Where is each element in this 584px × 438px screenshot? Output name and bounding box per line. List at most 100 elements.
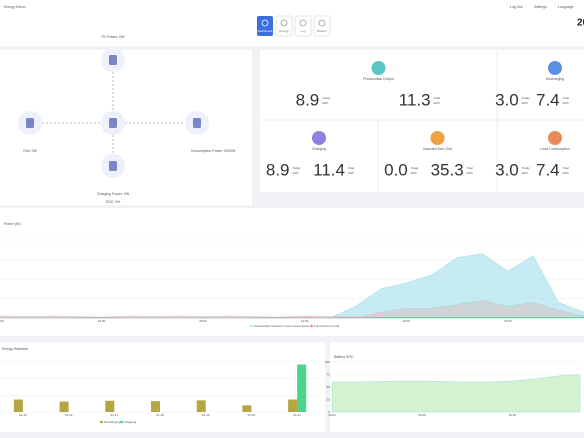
stat-value: 3.0 bbox=[495, 160, 519, 179]
x-tick-label: 00:00 bbox=[0, 319, 4, 323]
header-link[interactable]: Language bbox=[558, 5, 574, 9]
stat-title: Charging bbox=[312, 147, 326, 151]
series-line bbox=[0, 316, 584, 318]
x-tick-label: 08:00 bbox=[199, 319, 207, 323]
header-link[interactable]: Log Out bbox=[510, 5, 522, 9]
stat-caption: Total bbox=[563, 166, 570, 170]
stat-value: 11.3 bbox=[399, 90, 431, 109]
x-tick-label: 16:00 bbox=[403, 319, 411, 323]
stat-unit: kWh bbox=[322, 101, 328, 105]
x-tick-label: 01-16 bbox=[65, 413, 73, 417]
stat-unit: kWh bbox=[563, 171, 569, 175]
stat-caption: Today bbox=[411, 166, 420, 170]
x-tick-label: 00:00 bbox=[328, 413, 336, 417]
tab-label[interactable]: Battery bbox=[317, 29, 327, 33]
legend-swatch bbox=[100, 421, 103, 423]
stat-title: Load Consumption bbox=[540, 147, 569, 151]
bar bbox=[288, 399, 298, 412]
stat-unit: kWh bbox=[522, 171, 528, 175]
y-tick-label: 0 bbox=[328, 410, 330, 414]
flow-label: Consumption Power: 3000W bbox=[191, 149, 236, 153]
chart-title: Energy Statistics bbox=[2, 347, 28, 351]
series-area bbox=[0, 300, 584, 319]
stat-icon bbox=[430, 131, 445, 145]
tab-label[interactable]: Log bbox=[300, 29, 305, 33]
bar bbox=[196, 400, 206, 412]
flow-label: Charging Power: 0W bbox=[97, 192, 130, 196]
tab-label[interactable]: Energy bbox=[279, 29, 289, 33]
stat-unit: kWh bbox=[563, 101, 569, 105]
flow-label: Grid: 0W bbox=[23, 149, 38, 153]
stat-value: 7.4 bbox=[536, 160, 560, 179]
app-title: Energy Demo bbox=[4, 5, 25, 9]
flow-icon bbox=[109, 161, 117, 171]
stat-value: 8.9 bbox=[266, 160, 290, 179]
tab-icon bbox=[280, 19, 288, 27]
date: 20 bbox=[577, 18, 584, 29]
flow-icon bbox=[193, 118, 201, 128]
stat-value: 0.0 bbox=[384, 160, 408, 179]
flow-label: PV Power: 0W bbox=[102, 35, 125, 39]
x-tick-label: 01-18 bbox=[156, 413, 164, 417]
stat-unit: kWh bbox=[348, 171, 354, 175]
stat-icon bbox=[548, 131, 562, 145]
flow-label: SOC: 0% bbox=[106, 200, 121, 204]
legend-label: Photovoltaic Output bbox=[254, 324, 280, 328]
stat-caption: Total bbox=[563, 96, 570, 100]
x-tick-label: 04:00 bbox=[98, 319, 106, 323]
y-tick-label: 75 bbox=[327, 372, 331, 376]
legend-swatch bbox=[280, 325, 283, 327]
flow-icon bbox=[109, 118, 117, 128]
x-tick-label: 01-19 bbox=[202, 413, 210, 417]
tab-label[interactable]: Dashboard bbox=[258, 29, 273, 33]
stat-unit: kWh bbox=[434, 101, 440, 105]
x-tick-label: 01-21 bbox=[293, 413, 301, 417]
y-tick-label: 25 bbox=[327, 397, 331, 401]
stat-caption: Today bbox=[293, 166, 302, 170]
x-tick-label: 01-15 bbox=[19, 413, 27, 417]
stat-unit: kWh bbox=[293, 171, 299, 175]
top-bar bbox=[0, 0, 584, 14]
stat-icon bbox=[548, 61, 562, 75]
tab-icon bbox=[261, 19, 269, 27]
legend-swatch bbox=[120, 421, 123, 423]
stat-caption: Total bbox=[348, 166, 355, 170]
energy-panel bbox=[0, 342, 325, 432]
stat-title: Imported from Grid bbox=[423, 147, 452, 151]
stat-icon bbox=[371, 61, 386, 75]
stat-value: 35.3 bbox=[431, 160, 464, 179]
x-tick-label: 01-17 bbox=[110, 413, 118, 417]
x-tick-label: 08:00 bbox=[418, 413, 426, 417]
stat-unit: kWh bbox=[522, 101, 528, 105]
x-tick-label: 16:00 bbox=[509, 413, 517, 417]
stat-caption: Today bbox=[322, 96, 331, 100]
tab-icon bbox=[299, 19, 307, 27]
stat-title: Photovoltaic Output bbox=[363, 77, 394, 81]
x-tick-label: 12:00 bbox=[301, 319, 309, 323]
header-link[interactable]: Settings bbox=[534, 5, 547, 9]
stat-caption: Today bbox=[522, 166, 531, 170]
x-tick-label: 01-20 bbox=[248, 413, 256, 417]
stat-value: 8.9 bbox=[296, 90, 320, 109]
chart-title: Power (W) bbox=[4, 222, 21, 226]
stat-caption: Total bbox=[434, 96, 441, 100]
x-tick-label: 20:00 bbox=[504, 319, 512, 323]
stat-unit: kWh bbox=[467, 171, 473, 175]
chart-title: Battery SOC bbox=[334, 355, 354, 359]
legend-label: Discharging bbox=[104, 420, 120, 424]
bar bbox=[59, 401, 69, 412]
stat-caption: Today bbox=[522, 96, 531, 100]
stat-icon bbox=[312, 131, 326, 145]
bar bbox=[297, 364, 307, 412]
stat-title: Discharging bbox=[546, 77, 565, 81]
stat-value: 3.0 bbox=[495, 90, 519, 109]
flow-panel bbox=[0, 50, 252, 205]
stat-unit: kWh bbox=[411, 171, 417, 175]
y-tick-label: 100 bbox=[325, 360, 330, 364]
flow-icon bbox=[109, 55, 117, 65]
legend-label: Load Consumption bbox=[284, 324, 310, 328]
legend-label: Charging bbox=[124, 420, 137, 424]
legend-swatch bbox=[250, 325, 253, 327]
stat-value: 11.4 bbox=[313, 160, 345, 179]
